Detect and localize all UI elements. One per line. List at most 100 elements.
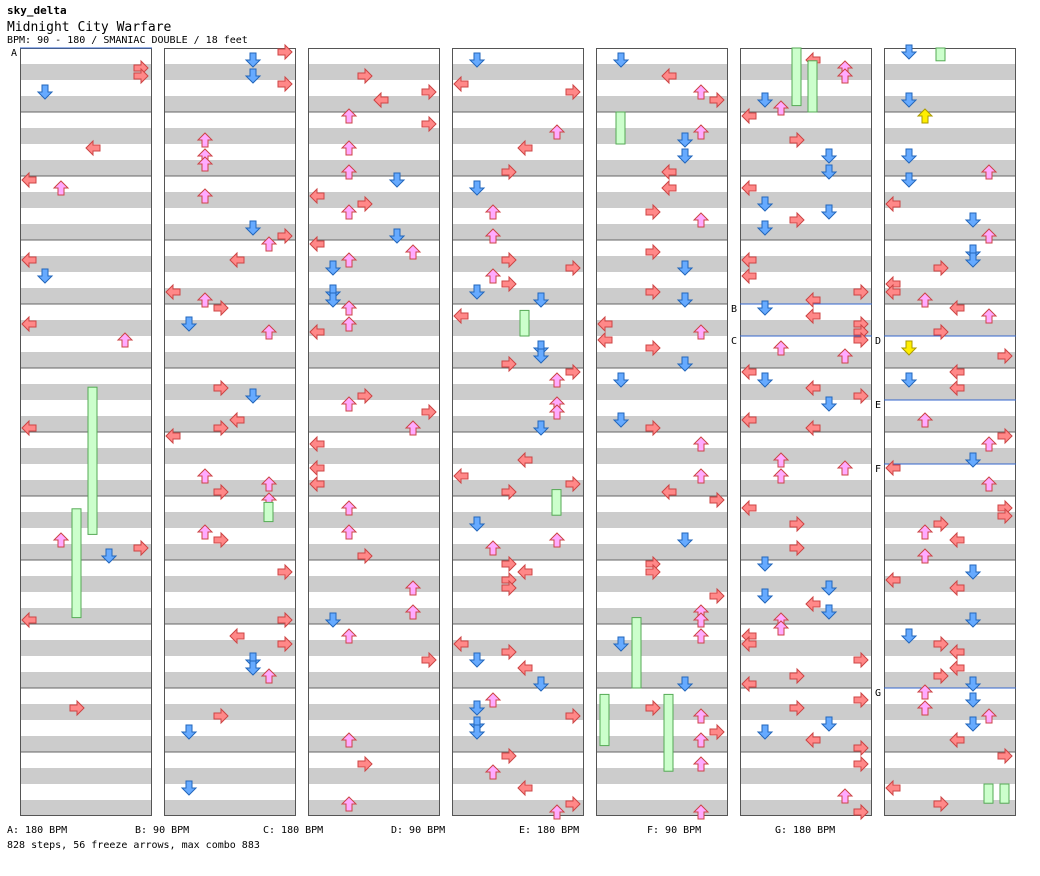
beat-stripe [20, 768, 152, 784]
beat-stripe [884, 608, 1016, 624]
beat-stripe [308, 160, 440, 176]
right-arrow-icon [709, 723, 725, 741]
beat-stripe [596, 288, 728, 304]
down-arrow-icon [612, 636, 630, 652]
bpm-marker-label: D [875, 336, 881, 347]
bpm-marker-label: A [11, 48, 17, 59]
right-arrow-icon [997, 427, 1013, 445]
beat-stripe [884, 768, 1016, 784]
right-arrow-icon [565, 795, 581, 813]
freeze-arrow [983, 783, 994, 804]
down-arrow-icon [964, 564, 982, 580]
legend-a: A: 180 BPM [7, 825, 68, 836]
left-arrow-icon [597, 331, 613, 349]
left-arrow-icon [949, 379, 965, 397]
beat-stripe [164, 672, 296, 688]
column-border [884, 48, 1016, 816]
beat-stripe [308, 448, 440, 464]
left-arrow-icon [517, 779, 533, 797]
right-arrow-icon [213, 531, 229, 549]
right-arrow-icon [645, 563, 661, 581]
right-arrow-icon [565, 83, 581, 101]
down-arrow-icon [244, 660, 262, 676]
right-arrow-icon [709, 91, 725, 109]
right-arrow-icon [357, 67, 373, 85]
down-arrow-icon [468, 284, 486, 300]
down-arrow-icon [756, 724, 774, 740]
up-arrow-icon [692, 124, 710, 140]
beat-stripe [740, 320, 872, 336]
right-arrow-icon [421, 403, 437, 421]
freeze-arrow [263, 501, 274, 523]
right-arrow-icon [645, 339, 661, 357]
left-arrow-icon [517, 139, 533, 157]
beat-stripe [164, 96, 296, 112]
left-arrow-icon [741, 267, 757, 285]
right-arrow-icon [933, 323, 949, 341]
column-border [596, 48, 728, 816]
up-arrow-icon [260, 324, 278, 340]
up-arrow-icon [980, 436, 998, 452]
right-arrow-icon [501, 579, 517, 597]
down-arrow-icon [532, 292, 550, 308]
beat-stripe [452, 256, 584, 272]
up-arrow-icon [916, 108, 934, 124]
left-arrow-icon [165, 427, 181, 445]
up-arrow-icon [196, 156, 214, 172]
beat-stripe [884, 192, 1016, 208]
right-arrow-icon [501, 555, 517, 573]
beat-stripe [164, 160, 296, 176]
beat-stripe [740, 736, 872, 752]
right-arrow-icon [997, 747, 1013, 765]
down-arrow-icon [820, 604, 838, 620]
up-arrow-icon [836, 460, 854, 476]
beat-stripe [452, 224, 584, 240]
down-arrow-icon [388, 228, 406, 244]
up-arrow-icon [980, 228, 998, 244]
left-arrow-icon [453, 467, 469, 485]
beat-stripe [452, 192, 584, 208]
beat-stripe [20, 96, 152, 112]
down-arrow-icon [468, 516, 486, 532]
up-arrow-icon [484, 692, 502, 708]
left-arrow-icon [229, 627, 245, 645]
beat-stripe [452, 800, 584, 816]
left-arrow-icon [517, 563, 533, 581]
right-arrow-icon [357, 547, 373, 565]
beat-stripe [164, 768, 296, 784]
right-arrow-icon [789, 667, 805, 685]
left-arrow-icon [453, 635, 469, 653]
left-arrow-icon [309, 235, 325, 253]
right-arrow-icon [357, 755, 373, 773]
beat-stripe [740, 288, 872, 304]
beat-stripe [884, 800, 1016, 816]
beat-stripe [308, 256, 440, 272]
up-arrow-icon [916, 292, 934, 308]
down-arrow-icon [676, 532, 694, 548]
up-arrow-icon [980, 164, 998, 180]
right-arrow-icon [213, 379, 229, 397]
down-arrow-icon [964, 252, 982, 268]
down-arrow-icon [36, 268, 54, 284]
left-arrow-icon [373, 91, 389, 109]
beat-stripe [164, 480, 296, 496]
left-arrow-icon [885, 195, 901, 213]
beat-stripe [20, 512, 152, 528]
left-arrow-icon [885, 779, 901, 797]
beat-stripe [20, 352, 152, 368]
beat-stripe [308, 544, 440, 560]
beat-stripe [308, 576, 440, 592]
down-arrow-icon [756, 92, 774, 108]
beat-stripe [740, 160, 872, 176]
bpm-marker-label: B [731, 304, 737, 315]
left-arrow-icon [229, 251, 245, 269]
down-arrow-icon [900, 92, 918, 108]
beat-stripe [452, 640, 584, 656]
down-arrow-icon [900, 148, 918, 164]
up-arrow-icon [692, 708, 710, 724]
left-arrow-icon [949, 299, 965, 317]
beat-stripe [596, 384, 728, 400]
down-arrow-icon [900, 44, 918, 60]
down-arrow-icon [244, 388, 262, 404]
right-arrow-icon [277, 635, 293, 653]
